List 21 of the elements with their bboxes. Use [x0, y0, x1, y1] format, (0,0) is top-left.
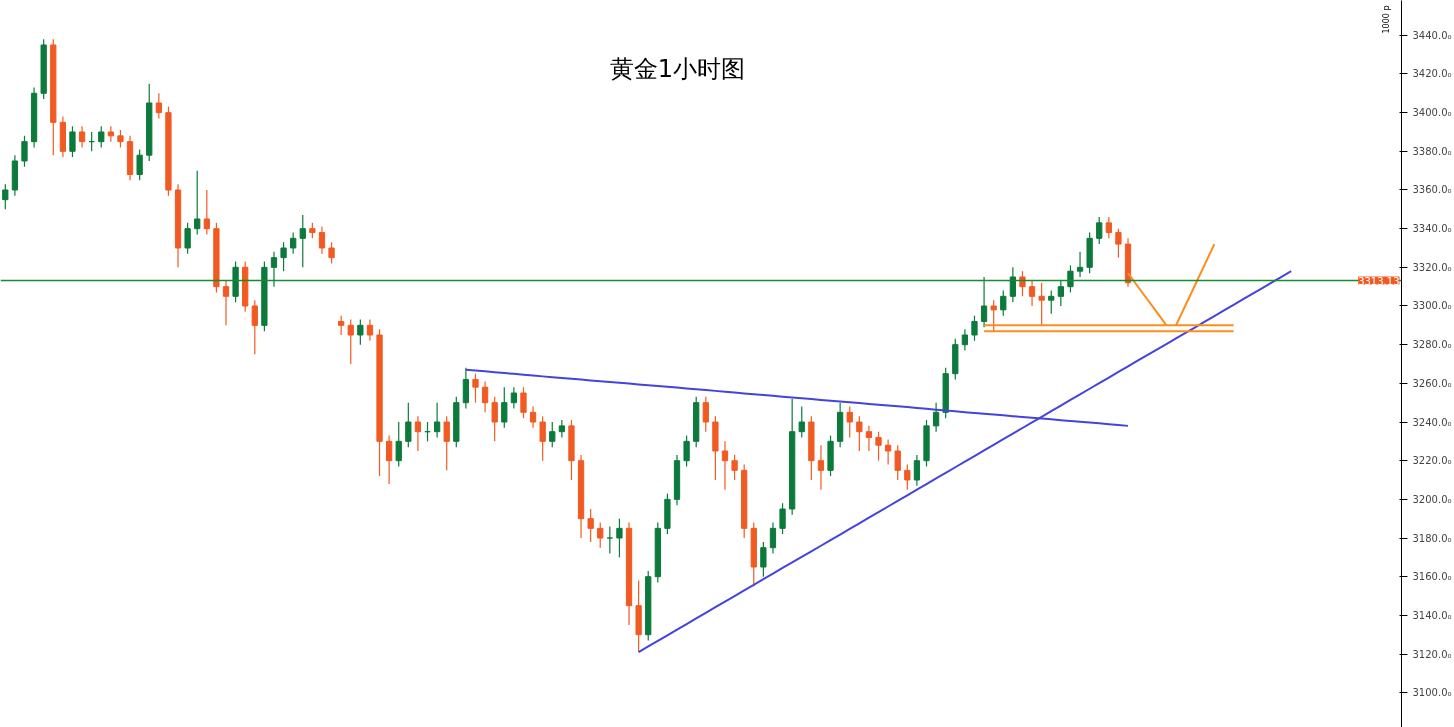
ref-line-label: 3313.13: [1358, 275, 1400, 287]
y-tick-label: 3240.0₀: [1412, 416, 1452, 428]
y-tick-label: 3120.0₀: [1412, 648, 1452, 660]
annotation: 1000 p: [1381, 5, 1391, 34]
y-tick-label: 3100.0₀: [1412, 687, 1452, 699]
y-tick-label: 3260.0₀: [1412, 377, 1452, 389]
y-tick-label: 3160.0₀: [1412, 571, 1452, 583]
y-tick-label: 3400.0₀: [1412, 107, 1452, 119]
y-tick-label: 3140.0₀: [1412, 609, 1452, 621]
y-tick-label: 3300.0₀: [1412, 300, 1452, 312]
y-tick-label: 3340.0₀: [1412, 223, 1452, 235]
y-tick-label: 3200.0₀: [1412, 493, 1452, 505]
y-tick-label: 3180.0₀: [1412, 532, 1452, 544]
y-tick-label: 3360.0₀: [1412, 184, 1452, 196]
text: 黄金1小时图: [609, 54, 746, 83]
y-tick-label: 3220.0₀: [1412, 455, 1452, 467]
y-tick-label: 3320.0₀: [1412, 261, 1452, 273]
y-tick-label: 3420.0₀: [1412, 68, 1452, 80]
y-tick-label: 3280.0₀: [1412, 339, 1452, 351]
y-tick-label: 3380.0₀: [1412, 145, 1452, 157]
y-tick-label: 3440.0₀: [1412, 29, 1452, 41]
